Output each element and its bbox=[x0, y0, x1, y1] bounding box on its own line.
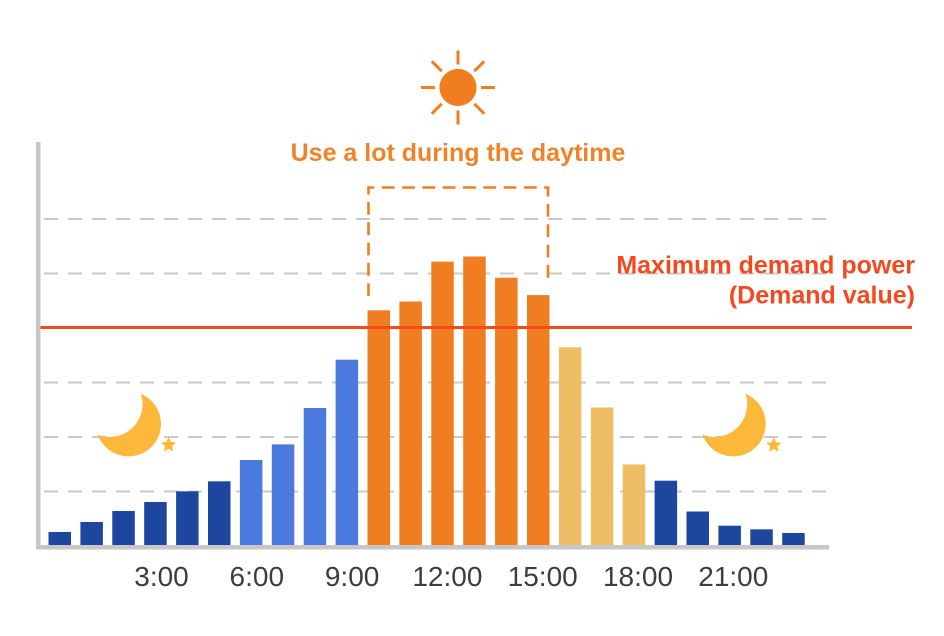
svg-text:Maximum demand power: Maximum demand power bbox=[616, 252, 915, 280]
svg-text:(Demand value): (Demand value) bbox=[729, 282, 915, 310]
svg-text:6:00: 6:00 bbox=[230, 561, 285, 592]
svg-text:9:00: 9:00 bbox=[325, 561, 380, 592]
svg-text:12:00: 12:00 bbox=[412, 561, 482, 592]
svg-text:3:00: 3:00 bbox=[134, 561, 189, 592]
svg-text:21:00: 21:00 bbox=[698, 561, 768, 592]
svg-text:Use a lot during the daytime: Use a lot during the daytime bbox=[291, 139, 626, 167]
svg-text:15:00: 15:00 bbox=[508, 561, 578, 592]
svg-text:18:00: 18:00 bbox=[603, 561, 673, 592]
